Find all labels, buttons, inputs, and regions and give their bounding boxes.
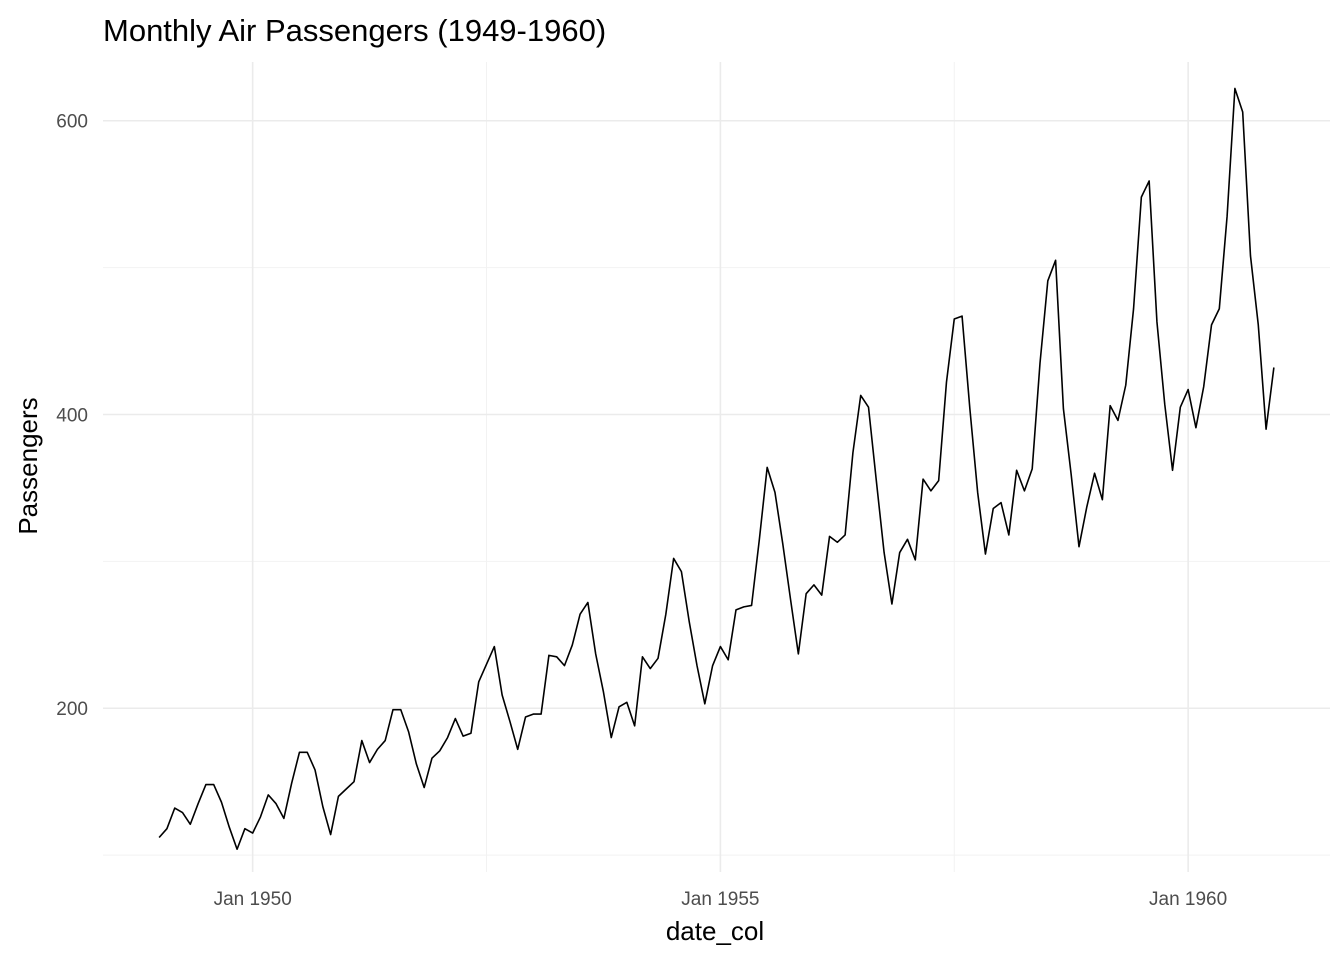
- y-tick-label: 200: [56, 699, 88, 720]
- y-axis-title: Passengers: [13, 397, 43, 534]
- x-tick-label: Jan 1960: [1149, 889, 1227, 910]
- y-tick-label: 400: [56, 405, 88, 426]
- chart-title: Monthly Air Passengers (1949-1960): [103, 13, 606, 48]
- passengers-series-line: [158, 87, 1275, 851]
- x-tick-label: Jan 1955: [681, 889, 759, 910]
- major-gridlines: [103, 62, 1330, 872]
- minor-gridlines: [103, 62, 1330, 872]
- axis-tick-labels: Jan 1950 Jan 1955 Jan 1960 200 400 600: [56, 112, 1227, 910]
- x-axis-title: date_col: [666, 916, 764, 946]
- y-tick-label: 600: [56, 112, 88, 133]
- x-tick-label: Jan 1950: [214, 889, 292, 910]
